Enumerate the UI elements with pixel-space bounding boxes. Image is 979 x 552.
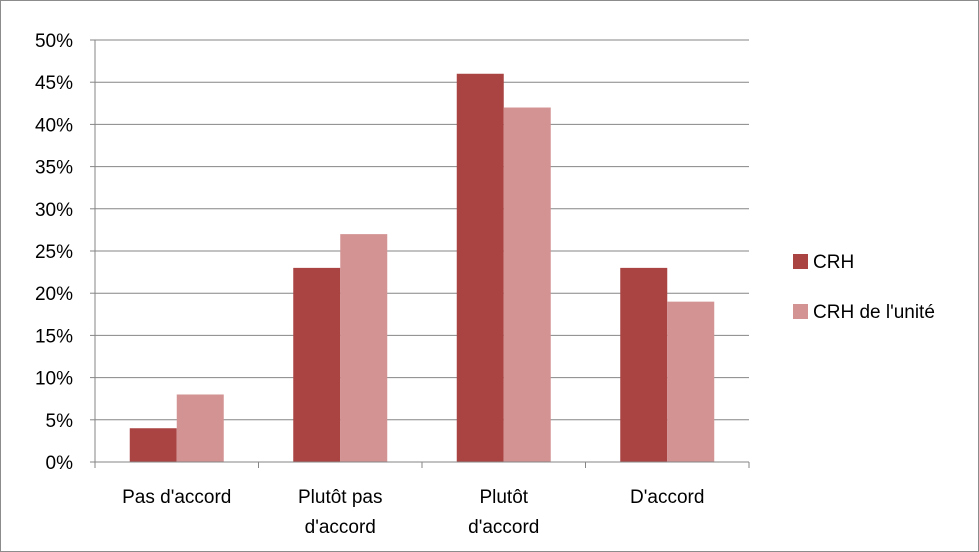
y-tick-label: 35% xyxy=(35,158,73,179)
y-tick-label: 50% xyxy=(35,31,73,52)
y-tick-label: 5% xyxy=(46,411,74,432)
legend-swatch xyxy=(793,254,808,269)
x-category-label: Plutôt d'accord xyxy=(468,487,539,538)
bar-crh-unite xyxy=(503,107,551,463)
x-category-label: D'accord xyxy=(630,487,704,508)
axes xyxy=(90,39,750,468)
bar-crh-unite xyxy=(176,394,224,462)
y-tick-label: 25% xyxy=(35,242,73,263)
y-tick-label: 30% xyxy=(35,200,73,221)
bar-crh xyxy=(456,73,504,462)
x-category-label: Pas d'accord xyxy=(122,487,231,508)
bar-crh xyxy=(129,428,177,462)
x-category-label-line: d'accord xyxy=(468,517,539,538)
legend-label: CRH de l'unité xyxy=(813,302,935,323)
x-category-label-line: d'accord xyxy=(305,517,376,538)
legend: CRH CRH de l'unité xyxy=(793,252,935,323)
bar-crh-unite xyxy=(667,301,715,462)
bar-crh xyxy=(293,267,341,462)
y-tick-label: 40% xyxy=(35,115,73,136)
x-category-label-line: Plutôt pas xyxy=(298,487,383,508)
bar-crh xyxy=(620,267,668,462)
x-category-label-line: Plutôt xyxy=(479,487,528,508)
y-tick-label: 15% xyxy=(35,326,73,347)
y-tick-label: 0% xyxy=(46,453,74,474)
y-tick-label: 20% xyxy=(35,284,73,305)
y-tick-label: 10% xyxy=(35,369,73,390)
bars xyxy=(129,73,715,463)
bar-crh-unite xyxy=(340,234,388,462)
x-category-label-line: D'accord xyxy=(630,487,704,508)
y-axis-tick-labels: 0% 5% 10% 15% 20% 25% 30% 35% 40% 45% 50% xyxy=(35,31,73,474)
x-category-label-line: Pas d'accord xyxy=(122,487,231,508)
x-category-label: Plutôt pas d'accord xyxy=(298,487,383,538)
legend-swatch xyxy=(793,304,808,319)
x-axis-category-labels: Pas d'accord Plutôt pas d'accord Plutôt d'ac… xyxy=(122,487,704,538)
legend-label: CRH xyxy=(813,252,854,273)
y-tick-label: 45% xyxy=(35,73,73,94)
